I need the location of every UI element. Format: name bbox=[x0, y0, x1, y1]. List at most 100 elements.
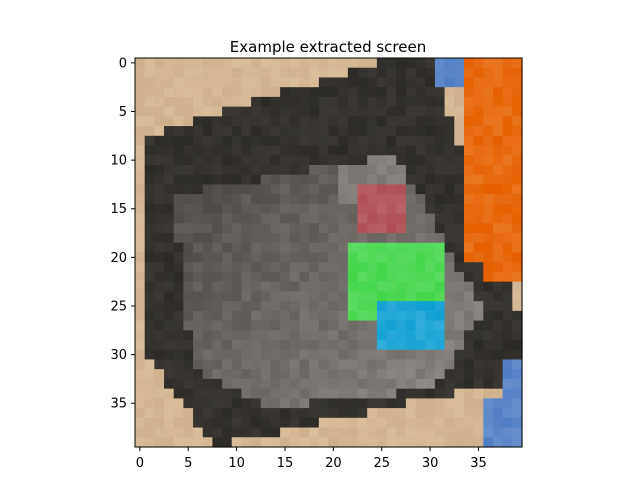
heatmap-cell bbox=[357, 378, 368, 390]
heatmap-cell bbox=[415, 291, 426, 302]
heatmap-cell bbox=[164, 359, 175, 370]
heatmap-cell bbox=[328, 96, 339, 108]
heatmap-cell bbox=[328, 126, 339, 137]
heatmap-cell bbox=[193, 67, 204, 79]
heatmap-cell bbox=[367, 310, 378, 322]
heatmap-cell bbox=[347, 378, 359, 390]
heatmap-cell bbox=[454, 194, 465, 205]
heatmap-cell bbox=[338, 262, 349, 273]
heatmap-cell bbox=[463, 155, 475, 166]
x-tick-label: 15 bbox=[277, 456, 294, 471]
heatmap-cell bbox=[309, 398, 320, 409]
heatmap-cell bbox=[328, 271, 339, 283]
heatmap-cell bbox=[299, 349, 310, 361]
heatmap-cell bbox=[357, 135, 368, 147]
heatmap-cell bbox=[473, 291, 484, 302]
heatmap-cell bbox=[434, 349, 446, 361]
heatmap-cell bbox=[463, 417, 475, 429]
heatmap-cell bbox=[386, 417, 397, 429]
heatmap-cell bbox=[473, 233, 484, 244]
heatmap-cell bbox=[328, 262, 339, 273]
heatmap-cell bbox=[299, 77, 310, 88]
heatmap-cell bbox=[367, 155, 378, 166]
heatmap-cell bbox=[405, 233, 417, 244]
heatmap-cell bbox=[231, 242, 243, 254]
heatmap-cell bbox=[512, 155, 523, 166]
heatmap-cell bbox=[463, 164, 475, 176]
heatmap-cell bbox=[309, 87, 320, 98]
heatmap-cell bbox=[405, 369, 417, 380]
heatmap-cell bbox=[425, 213, 436, 224]
heatmap-cell bbox=[386, 233, 397, 244]
heatmap-cell bbox=[135, 223, 146, 234]
heatmap-cell bbox=[347, 437, 359, 448]
heatmap-cell bbox=[434, 116, 446, 127]
heatmap-cell bbox=[202, 398, 214, 409]
heatmap-cell bbox=[454, 174, 465, 186]
heatmap-cell bbox=[483, 203, 494, 215]
heatmap-cell bbox=[483, 242, 494, 254]
heatmap-cell bbox=[483, 184, 494, 195]
heatmap-cell bbox=[338, 271, 349, 283]
heatmap-cell bbox=[367, 340, 378, 351]
heatmap-cell bbox=[386, 301, 397, 312]
heatmap-cell bbox=[444, 281, 455, 292]
heatmap-cell bbox=[280, 145, 291, 156]
heatmap-cell bbox=[415, 106, 426, 117]
heatmap-cell bbox=[502, 106, 513, 117]
heatmap-cell bbox=[309, 340, 320, 351]
heatmap-cell bbox=[222, 155, 233, 166]
heatmap-cell bbox=[299, 417, 310, 429]
heatmap-cell bbox=[415, 155, 426, 166]
heatmap-cell bbox=[483, 417, 494, 429]
heatmap-cell bbox=[251, 242, 262, 254]
heatmap-cell bbox=[193, 349, 204, 361]
heatmap-cell bbox=[376, 87, 388, 98]
heatmap-cell bbox=[309, 427, 320, 438]
heatmap-cell bbox=[347, 184, 359, 195]
heatmap-cell bbox=[202, 340, 214, 351]
heatmap-cell bbox=[328, 184, 339, 195]
heatmap-cell bbox=[386, 359, 397, 370]
heatmap-cell bbox=[376, 184, 388, 195]
heatmap-cell bbox=[473, 310, 484, 322]
heatmap-cell bbox=[289, 340, 301, 351]
heatmap-cell bbox=[415, 194, 426, 205]
heatmap-cell bbox=[405, 262, 417, 273]
heatmap-cell bbox=[357, 155, 368, 166]
heatmap-cell bbox=[338, 233, 349, 244]
heatmap-cell bbox=[347, 96, 359, 108]
heatmap-cell bbox=[512, 271, 523, 283]
heatmap-cell bbox=[222, 388, 233, 399]
heatmap-cell bbox=[502, 398, 513, 409]
heatmap-cell bbox=[328, 242, 339, 254]
heatmap-cell bbox=[415, 174, 426, 186]
heatmap-cell bbox=[154, 349, 165, 361]
y-tick-label: 25 bbox=[110, 299, 127, 314]
heatmap-cell bbox=[212, 145, 223, 156]
heatmap-cell bbox=[280, 320, 291, 331]
heatmap-cell bbox=[241, 427, 252, 438]
heatmap-cell bbox=[386, 320, 397, 331]
heatmap-cell bbox=[173, 369, 184, 380]
heatmap-cell bbox=[376, 67, 388, 79]
heatmap-cell bbox=[415, 359, 426, 370]
heatmap-cell bbox=[425, 135, 436, 147]
heatmap-cell bbox=[338, 291, 349, 302]
heatmap-cell bbox=[376, 388, 388, 399]
heatmap-cell bbox=[502, 135, 513, 147]
heatmap-cell bbox=[386, 378, 397, 390]
heatmap-cell bbox=[231, 223, 243, 234]
heatmap-cell bbox=[173, 126, 184, 137]
heatmap-cell bbox=[396, 369, 407, 380]
heatmap-cell bbox=[415, 184, 426, 195]
heatmap-cell bbox=[193, 369, 204, 380]
heatmap-cell bbox=[173, 271, 184, 283]
heatmap-cell bbox=[193, 301, 204, 312]
heatmap-cell bbox=[280, 67, 291, 79]
heatmap-cell bbox=[260, 174, 272, 186]
heatmap-cell bbox=[492, 417, 504, 429]
heatmap-cell bbox=[502, 184, 513, 195]
heatmap-cell bbox=[347, 320, 359, 331]
heatmap-cell bbox=[251, 310, 262, 322]
